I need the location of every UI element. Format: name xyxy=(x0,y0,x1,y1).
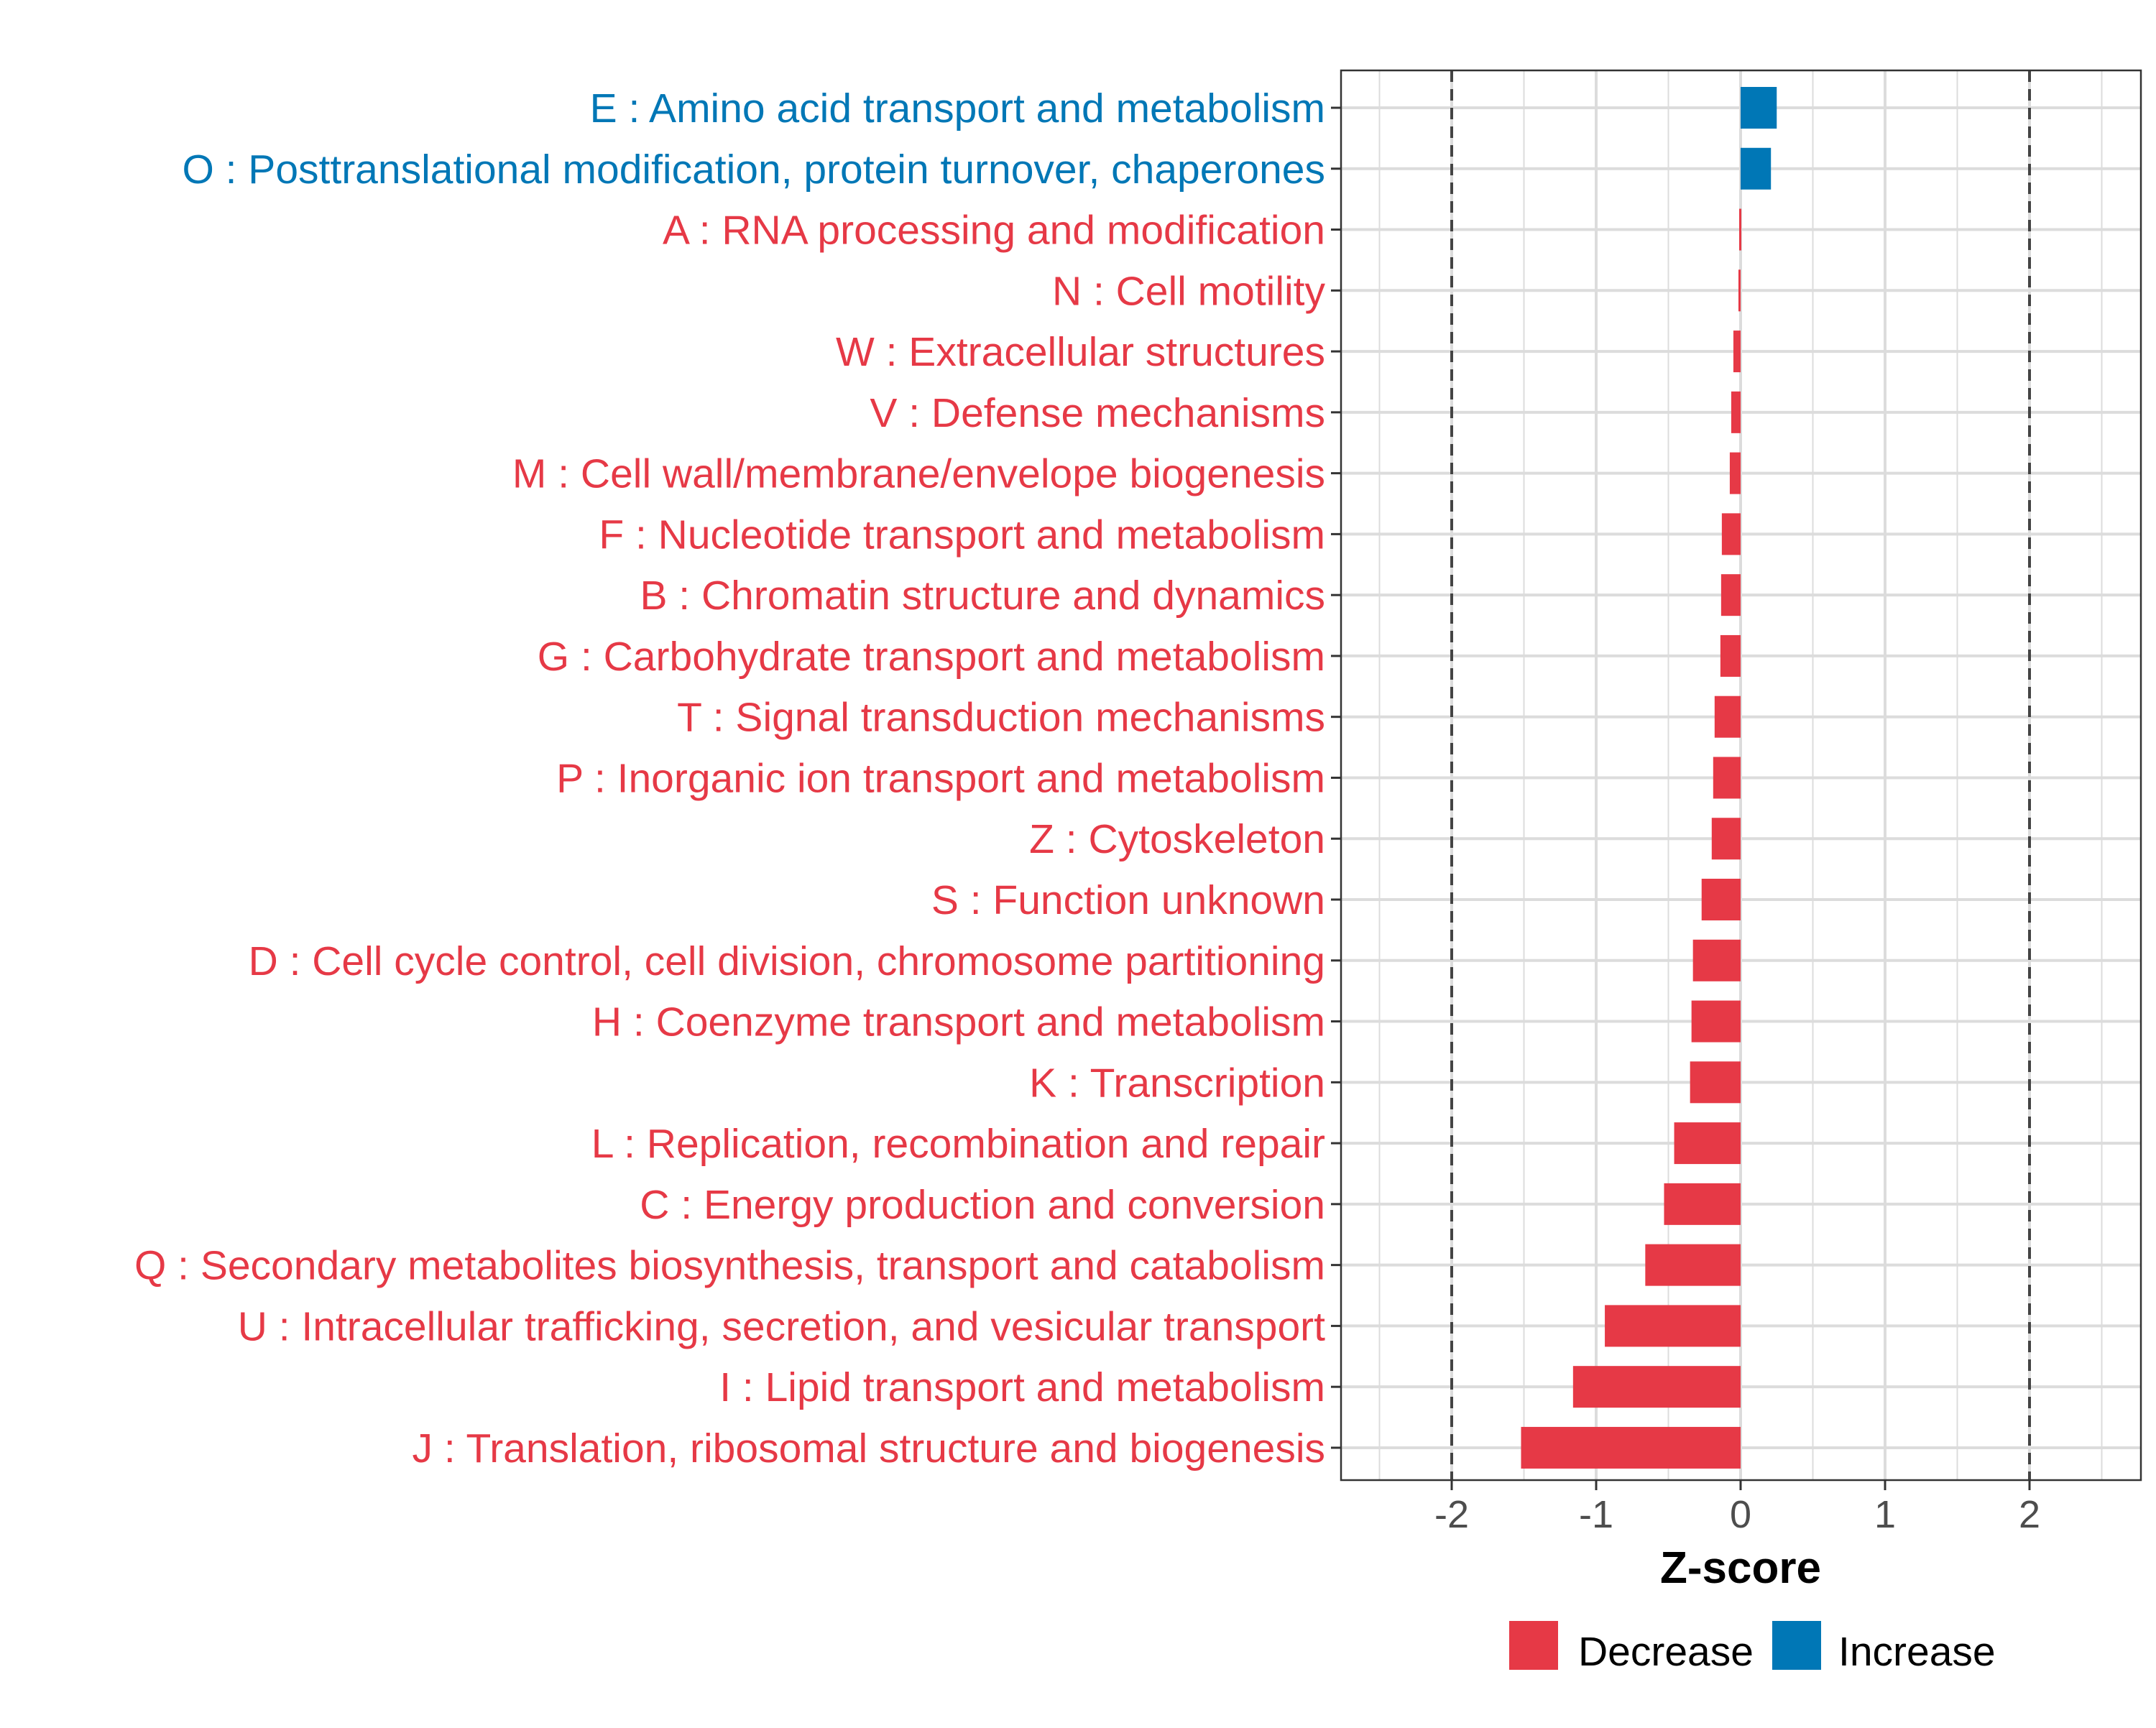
category-label: F : Nucleotide transport and metabolism xyxy=(599,512,1325,558)
category-label: H : Coenzyme transport and metabolism xyxy=(592,999,1325,1045)
bar xyxy=(1729,452,1741,494)
bar xyxy=(1701,879,1741,921)
legend-key xyxy=(1772,1621,1821,1670)
category-label: A : RNA processing and modification xyxy=(663,208,1325,254)
legend-label: Increase xyxy=(1838,1629,1996,1675)
category-label: L : Replication, recombination and repai… xyxy=(591,1121,1325,1167)
bar xyxy=(1521,1426,1741,1469)
category-label: W : Extracellular structures xyxy=(836,329,1325,375)
x-tick-label: 0 xyxy=(1730,1493,1751,1536)
bar xyxy=(1605,1305,1741,1347)
bars xyxy=(1521,87,1777,1469)
category-label: J : Translation, ribosomal structure and… xyxy=(413,1426,1325,1471)
y-axis: E : Amino acid transport and metabolism O… xyxy=(134,86,1341,1471)
category-label: K : Transcription xyxy=(1029,1060,1325,1106)
x-axis-title: Z-score xyxy=(1660,1543,1821,1593)
bar xyxy=(1714,696,1741,738)
legend-label: Decrease xyxy=(1578,1629,1754,1675)
category-label: D : Cell cycle control, cell division, c… xyxy=(249,938,1325,984)
legend: Decrease Increase xyxy=(1509,1621,1996,1675)
bar xyxy=(1645,1244,1741,1286)
category-label: N : Cell motility xyxy=(1052,268,1326,314)
bar xyxy=(1572,1366,1741,1408)
legend-key xyxy=(1509,1621,1558,1670)
category-label: G : Carbohydrate transport and metabolis… xyxy=(538,634,1325,680)
reference-lines xyxy=(1450,70,2031,1480)
grid-layer xyxy=(1341,70,2141,1480)
category-label: C : Energy production and conversion xyxy=(640,1182,1325,1228)
bar xyxy=(1691,1000,1741,1043)
category-label: T : Signal transduction mechanisms xyxy=(677,695,1325,741)
category-label: E : Amino acid transport and metabolism xyxy=(590,86,1325,131)
x-tick-label: 1 xyxy=(1874,1493,1896,1536)
bar xyxy=(1692,939,1741,981)
bar xyxy=(1733,331,1741,373)
category-label: V : Defense mechanisms xyxy=(870,390,1325,436)
bar xyxy=(1731,391,1741,433)
category-label: Z : Cytoskeleton xyxy=(1029,816,1325,862)
x-axis: -2 -1 0 1 2 xyxy=(1434,1480,2040,1536)
bar xyxy=(1741,147,1772,190)
bar xyxy=(1741,87,1777,129)
bar xyxy=(1738,208,1741,251)
bar xyxy=(1690,1061,1741,1104)
category-label: P : Inorganic ion transport and metaboli… xyxy=(556,755,1325,801)
category-label: Q : Secondary metabolites biosynthesis, … xyxy=(134,1243,1325,1289)
category-label: U : Intracellular trafficking, secretion… xyxy=(238,1303,1325,1349)
category-label: M : Cell wall/membrane/envelope biogenes… xyxy=(512,451,1325,497)
x-tick-label: -1 xyxy=(1579,1493,1613,1536)
bar xyxy=(1738,269,1741,312)
bar xyxy=(1674,1122,1741,1165)
x-tick-label: 2 xyxy=(2019,1493,2040,1536)
bar xyxy=(1713,757,1741,799)
bar xyxy=(1711,818,1741,860)
bar xyxy=(1720,574,1741,616)
category-label: B : Chromatin structure and dynamics xyxy=(640,573,1325,619)
category-label: O : Posttranslational modification, prot… xyxy=(182,147,1325,193)
bar xyxy=(1664,1183,1741,1225)
bar xyxy=(1720,634,1741,677)
bar xyxy=(1721,513,1741,555)
x-tick-label: -2 xyxy=(1434,1493,1469,1536)
category-label: S : Function unknown xyxy=(931,877,1325,923)
category-label: I : Lipid transport and metabolism xyxy=(719,1364,1325,1410)
